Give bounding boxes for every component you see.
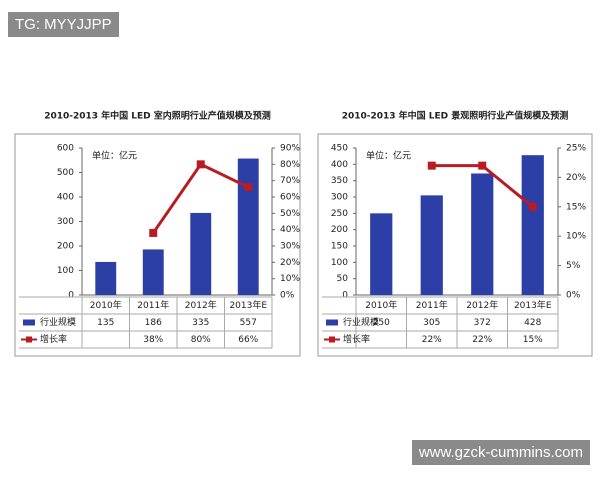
y-tick-label: 400 [57,193,74,203]
y2-tick-label: 20% [566,173,586,183]
y2-tick-label: 90% [280,144,300,154]
bar [370,213,393,295]
bar [420,195,443,295]
y2-tick-label: 40% [280,225,300,235]
table-value: 22% [422,335,442,345]
table-value: 80% [191,335,211,345]
table-value: 250 [373,318,390,328]
chart-frame [317,133,593,357]
table-value: 557 [240,318,257,328]
line-marker [427,161,436,170]
legend-label: 增长率 [343,333,370,345]
y-tick-label: 600 [57,144,74,154]
x-tick-label: 2011年 [416,299,448,311]
legend-label: 行业规模 [343,316,379,328]
y2-tick-label: 25% [566,144,586,154]
line-marker [149,228,158,237]
bar [521,155,544,295]
y-tick-label: 300 [57,217,74,227]
line-marker [244,183,253,192]
y-tick-label: 500 [57,168,74,178]
y2-tick-label: 0% [566,291,581,301]
table-value: 372 [474,318,491,328]
chart-frame [14,133,301,357]
x-tick-label: 2011年 [137,299,169,311]
y-tick-label: 200 [57,242,74,252]
bar [142,249,164,295]
bar [237,158,259,295]
unit-label: 单位：亿元 [366,150,411,162]
line-marker [478,161,487,170]
table-value: 66% [238,335,258,345]
line-marker [528,202,537,211]
y-tick-label: 0 [68,291,74,301]
unit-label: 单位：亿元 [92,150,137,162]
y-tick-label: 300 [331,193,348,203]
y-tick-label: 50 [337,274,349,284]
bar [190,212,212,295]
x-tick-label: 2013年E [514,299,552,311]
y-tick-label: 400 [331,160,348,170]
y2-tick-label: 80% [280,160,300,170]
table-value: 15% [523,335,543,345]
y2-tick-label: 10% [280,274,300,284]
table-value: 335 [192,318,209,328]
y-tick-label: 250 [331,209,348,219]
chart-title: 2010-2013 年中国 LED 室内照明行业产值规模及预测 [44,110,271,122]
y2-tick-label: 30% [280,242,300,252]
y2-tick-label: 0% [280,291,295,301]
line-marker [196,160,205,169]
watermark-bottom: www.gzck-cummins.com [411,440,590,465]
y-tick-label: 350 [331,176,348,186]
bar [95,261,117,295]
x-tick-label: 2012年 [466,299,498,311]
x-tick-label: 2012年 [185,299,217,311]
y2-tick-label: 60% [280,193,300,203]
y-tick-label: 100 [331,258,348,268]
y2-tick-label: 5% [566,261,581,271]
y2-tick-label: 70% [280,176,300,186]
table-value: 428 [524,318,541,328]
bar [471,173,494,295]
legend-swatch [329,336,335,343]
chart-title: 2010-2013 年中国 LED 景观照明行业产值规模及预测 [342,110,569,122]
x-tick-label: 2010年 [365,299,397,311]
y-tick-label: 450 [331,144,348,154]
table-value: 135 [97,318,114,328]
table-value: 305 [423,318,440,328]
legend-swatch [23,319,35,326]
legend-label: 增长率 [40,333,67,345]
legend-swatch [326,319,338,326]
x-tick-label: 2013年E [229,299,267,311]
x-tick-label: 2010年 [90,299,122,311]
y-tick-label: 100 [57,266,74,276]
y-tick-label: 0 [342,291,348,301]
y-tick-label: 150 [331,242,348,252]
y2-tick-label: 15% [566,202,586,212]
y-tick-label: 200 [331,225,348,235]
watermark-top: TG: MYYJJPP [8,12,119,37]
table-value: 22% [472,335,492,345]
y2-tick-label: 10% [566,232,586,242]
y2-tick-label: 20% [280,258,300,268]
table-value: 38% [143,335,163,345]
table-value: 186 [145,318,162,328]
legend-label: 行业规模 [40,316,76,328]
y2-tick-label: 50% [280,209,300,219]
legend-swatch [26,336,32,343]
